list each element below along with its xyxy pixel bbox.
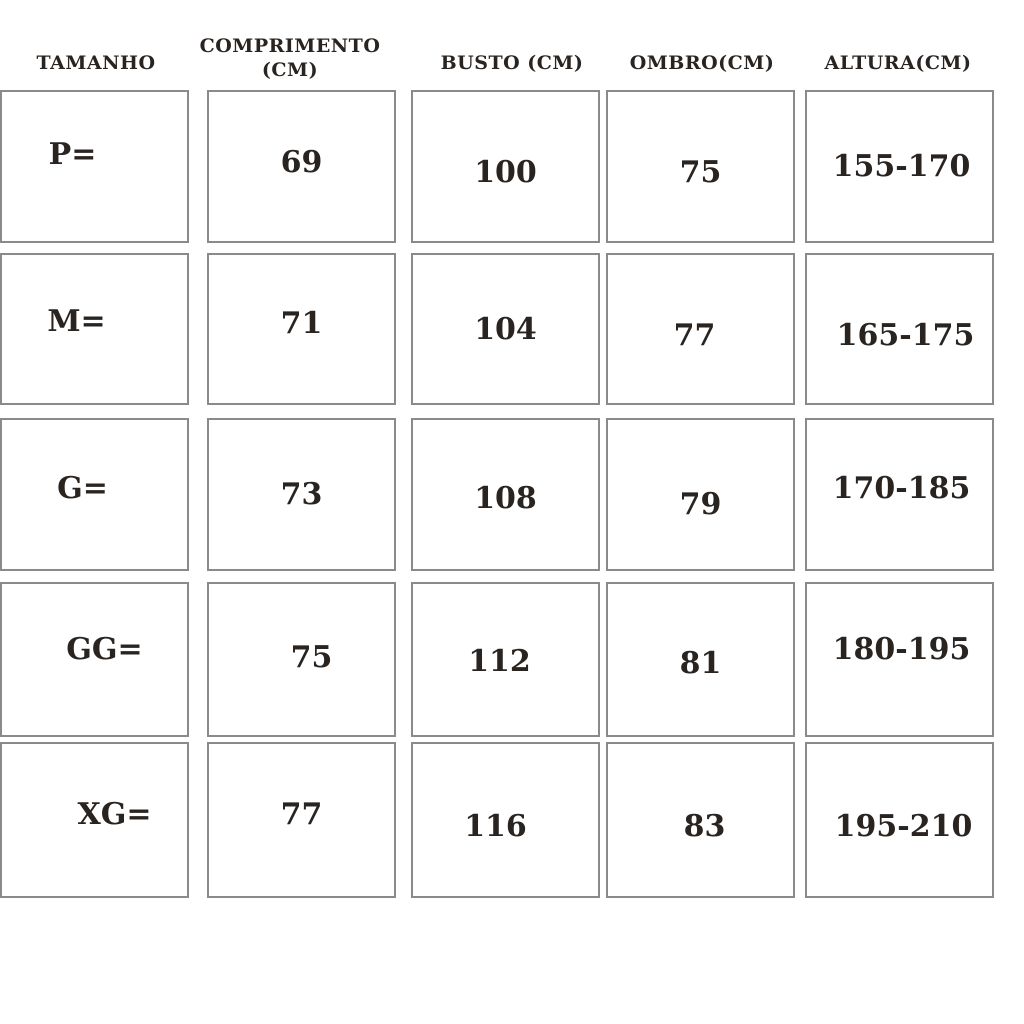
cell-size: GG=	[0, 582, 189, 737]
header-bust: BUSTO (CM)	[440, 52, 584, 74]
cell-shoulder-value: 83	[683, 808, 726, 844]
cell-height-value: 170-185	[832, 471, 971, 506]
cell-bust-value: 100	[474, 155, 537, 190]
cell-size-value: XG=	[77, 796, 152, 832]
cell-size-value: G=	[57, 471, 108, 506]
cell-shoulder-value: 79	[679, 487, 722, 522]
cell-bust: 104	[411, 253, 600, 405]
cell-bust-value: 104	[474, 311, 537, 347]
cell-length-value: 75	[290, 640, 333, 675]
header-shoulder: OMBRO(CM)	[629, 52, 775, 74]
cell-length-value: 77	[280, 796, 323, 832]
cell-shoulder-value: 75	[679, 155, 722, 190]
cell-shoulder-value: 81	[679, 646, 722, 681]
header-length: COMPRIMENTO (CM)	[200, 34, 381, 82]
cell-height-value: 195-210	[834, 808, 973, 844]
cell-length-value: 69	[280, 145, 323, 180]
cell-shoulder-value: 77	[673, 317, 716, 353]
cell-size-value: M=	[47, 303, 106, 339]
cell-length: 75	[207, 582, 396, 737]
cell-size: P=	[0, 90, 189, 243]
header-height: ALTURA(CM)	[824, 52, 972, 74]
cell-bust: 116	[411, 742, 600, 898]
cell-bust: 108	[411, 418, 600, 571]
cell-bust-value: 108	[474, 481, 537, 516]
cell-height-value: 165-175	[836, 317, 975, 353]
cell-shoulder: 83	[606, 742, 795, 898]
cell-length: 73	[207, 418, 396, 571]
cell-height: 170-185	[805, 418, 994, 571]
cell-size-value: P=	[48, 137, 97, 172]
cell-bust: 112	[411, 582, 600, 737]
cell-length-value: 73	[280, 477, 323, 512]
cell-height: 165-175	[805, 253, 994, 405]
cell-shoulder: 77	[606, 253, 795, 405]
cell-height-value: 155-170	[832, 149, 971, 184]
cell-bust-value: 112	[468, 644, 531, 679]
cell-size: G=	[0, 418, 189, 571]
cell-bust-value: 116	[464, 808, 527, 844]
cell-shoulder: 79	[606, 418, 795, 571]
header-size: TAMANHO	[36, 52, 156, 74]
cell-size: M=	[0, 253, 189, 405]
cell-shoulder: 75	[606, 90, 795, 243]
cell-length: 69	[207, 90, 396, 243]
cell-size: XG=	[0, 742, 189, 898]
cell-height: 155-170	[805, 90, 994, 243]
header-length-line1: COMPRIMENTO	[199, 35, 381, 57]
cell-size-value: GG=	[66, 632, 143, 667]
cell-height-value: 180-195	[832, 632, 971, 667]
cell-length-value: 71	[280, 305, 323, 341]
cell-length: 71	[207, 253, 396, 405]
cell-height: 180-195	[805, 582, 994, 737]
cell-length: 77	[207, 742, 396, 898]
header-length-line2: (CM)	[261, 59, 319, 81]
cell-bust: 100	[411, 90, 600, 243]
cell-height: 195-210	[805, 742, 994, 898]
cell-shoulder: 81	[606, 582, 795, 737]
